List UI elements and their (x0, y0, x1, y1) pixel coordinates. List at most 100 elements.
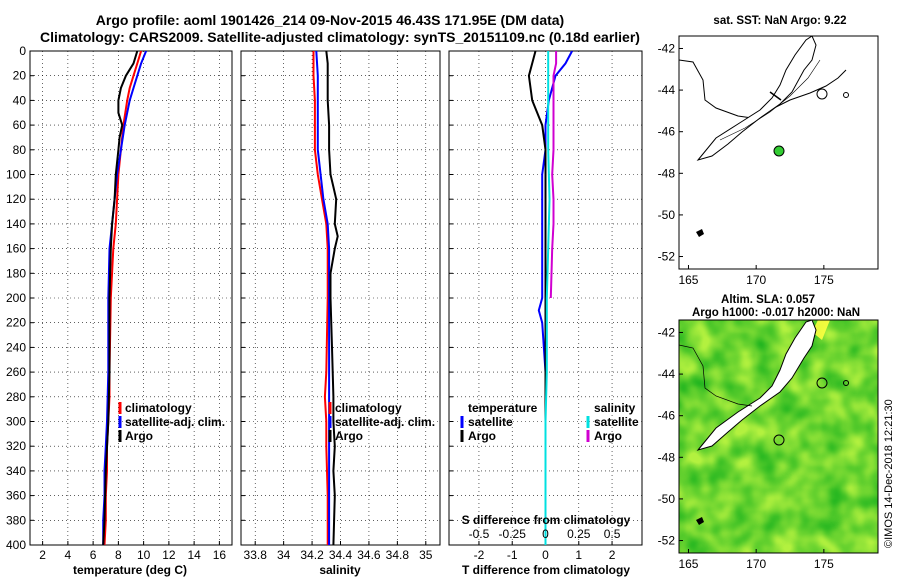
s-diff-tick-label: 0 (542, 527, 549, 541)
title-line-1: Argo profile: aoml 1901426_214 09-Nov-20… (96, 12, 564, 28)
temperature-legend: climatology satellite-adj. clim. Argo (118, 401, 225, 443)
legend-argo: Argo (125, 429, 153, 443)
sla-high-patch (812, 320, 830, 340)
legend-s-argo: Argo (594, 429, 622, 443)
lat-tick-label: -46 (658, 409, 676, 423)
temperature-xlabel: temperature (deg C) (73, 563, 187, 577)
watermark: ©IMOS 14-Dec-2018 12:21:30 (883, 399, 895, 548)
lon-tick-label: 175 (814, 273, 834, 287)
salinity-panel (240, 50, 441, 546)
series-line-climatology (312, 51, 329, 545)
s-diff-tick-label: 0.5 (604, 527, 621, 541)
x-tick-label: 4 (65, 548, 72, 562)
x-tick-label: 33.8 (244, 548, 268, 562)
x-tick-label: 2 (39, 548, 46, 562)
s-difference-ticks: -0.5 -0.25 0 0.25 0.5 (469, 527, 621, 541)
south-island (696, 36, 817, 161)
legend-s-satellite: satellite (594, 415, 639, 429)
depth-tick-label: 360 (6, 489, 26, 503)
x-tick-label: -2 (474, 548, 485, 562)
x-tick-label: 10 (137, 548, 151, 562)
difference-series (527, 51, 573, 545)
sst-map-title: sat. SST: NaN Argo: 9.22 (713, 15, 846, 27)
difference-legend: temperature satellite Argo salinity sate… (460, 401, 639, 443)
south-island (696, 320, 817, 451)
lat-tick-label: -52 (658, 250, 676, 264)
lat-tick-label: -44 (658, 83, 676, 97)
series-line-argo (325, 51, 339, 545)
x-tick-label: 16 (213, 548, 227, 562)
lat-tick-label: -48 (658, 166, 676, 180)
argo-location-marker (773, 145, 785, 157)
legend-t-satellite: satellite (468, 415, 513, 429)
s-difference-label: S difference from climatology (462, 513, 631, 527)
legend-satellite-adj: satellite-adj. clim. (125, 415, 225, 429)
depth-tick-label: 180 (6, 266, 26, 280)
x-tick-label: 34.6 (357, 548, 381, 562)
lat-tick-label: -42 (658, 41, 676, 55)
depth-axis: 0 20 40 60 80 100 120 140 160 180 200 220 240 260 280 3… (6, 44, 26, 552)
difference-xlabel: T difference from climatology (462, 563, 630, 577)
sla-map-title-2: Argo h1000: -0.017 h2000: NaN (692, 307, 860, 319)
x-tick-label: 0 (542, 548, 549, 562)
lat-tick-label: -48 (658, 450, 676, 464)
x-tick-label: -1 (507, 548, 518, 562)
s-diff-tick-label: 0.25 (567, 527, 591, 541)
depth-tick-label: 100 (6, 168, 26, 182)
s-diff-tick-label: -0.5 (469, 527, 490, 541)
depth-tick-label: 240 (6, 340, 26, 354)
chatham-contour (816, 377, 828, 389)
title-line-2: Climatology: CARS2009. Satellite-adjuste… (40, 29, 640, 45)
lat-tick-label: -44 (658, 367, 676, 381)
depth-tick-label: 340 (6, 464, 26, 478)
legend-salinity-head: salinity (594, 401, 636, 415)
salinity-xlabel: salinity (319, 563, 361, 577)
lon-tick-label: 175 (814, 557, 834, 571)
sla-map-title-1: Altim. SLA: 0.057 (721, 294, 815, 306)
series-line-salinity-argo (549, 51, 558, 299)
lat-tick-label: -50 (658, 492, 676, 506)
depth-tick-label: 20 (13, 69, 27, 83)
lat-tick-label: -50 (658, 208, 676, 222)
lat-tick-label: -42 (658, 325, 676, 339)
x-tick-label: 1 (575, 548, 582, 562)
legend-climatology: climatology (335, 401, 402, 415)
legend-temperature-head: temperature (468, 401, 538, 415)
depth-tick-label: 80 (13, 143, 27, 157)
depth-tick-label: 320 (6, 439, 26, 453)
legend-satellite-adj: satellite-adj. clim. (335, 415, 435, 429)
depth-tick-label: 40 (13, 93, 27, 107)
s-diff-tick-label: -0.25 (499, 527, 527, 541)
sst-map-coastline (679, 36, 849, 237)
lon-tick-label: 165 (678, 273, 698, 287)
lon-tick-label: 170 (746, 557, 766, 571)
depth-tick-label: 220 (6, 316, 26, 330)
depth-tick-label: 160 (6, 242, 26, 256)
x-tick-label: 34.4 (329, 548, 353, 562)
depth-tick-label: 140 (6, 217, 26, 231)
depth-tick-label: 120 (6, 192, 26, 206)
series-line-argo (102, 51, 139, 545)
x-tick-label: 14 (187, 548, 201, 562)
x-tick-label: 34.8 (386, 548, 410, 562)
x-tick-label: 34 (277, 548, 291, 562)
lat-tick-label: -46 (658, 125, 676, 139)
x-tick-label: 34.2 (300, 548, 324, 562)
island (696, 517, 704, 525)
depth-tick-label: 300 (6, 415, 26, 429)
depth-tick-label: 400 (6, 538, 26, 552)
lon-tick-label: 170 (746, 273, 766, 287)
salinity-legend: climatology satellite-adj. clim. Argo (328, 401, 435, 443)
banks-peninsula (769, 91, 782, 101)
temperature-series (102, 51, 148, 545)
shelf-contour (679, 344, 753, 407)
depth-tick-label: 60 (13, 118, 27, 132)
x-tick-label: 8 (115, 548, 122, 562)
legend-argo: Argo (335, 429, 363, 443)
depth-tick-label: 380 (6, 513, 26, 527)
series-line-salinity-satellite (544, 51, 551, 545)
lon-tick-label: 165 (678, 557, 698, 571)
